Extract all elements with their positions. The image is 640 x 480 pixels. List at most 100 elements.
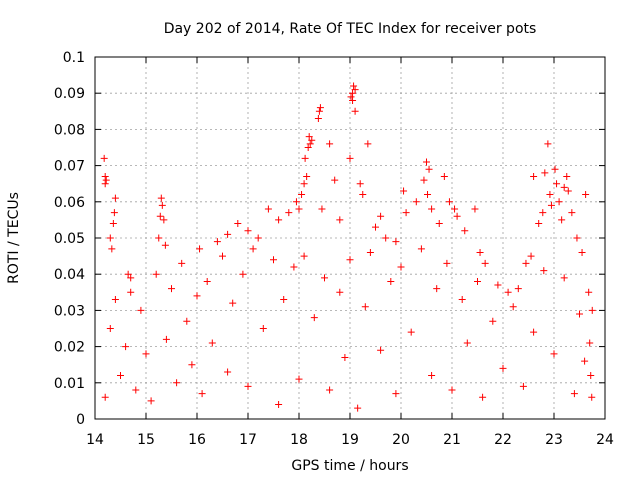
y-tick-label: 0.07 xyxy=(54,159,85,175)
data-point xyxy=(244,227,252,235)
data-point xyxy=(558,216,566,224)
data-point xyxy=(295,375,303,383)
data-point xyxy=(124,270,132,278)
data-point xyxy=(161,241,169,249)
data-point xyxy=(573,234,581,242)
data-point xyxy=(326,140,334,148)
x-tick-label: 23 xyxy=(545,432,563,448)
data-point xyxy=(527,252,535,260)
data-point xyxy=(522,259,530,267)
data-point xyxy=(541,169,549,177)
x-tick-label: 17 xyxy=(239,432,257,448)
data-point xyxy=(295,205,303,213)
data-point xyxy=(402,209,410,217)
data-point xyxy=(445,198,453,206)
data-point xyxy=(397,263,405,271)
data-point xyxy=(316,104,324,112)
data-point xyxy=(158,201,166,209)
data-point xyxy=(423,158,430,166)
data-point xyxy=(198,390,206,398)
data-point xyxy=(275,216,283,224)
data-point xyxy=(122,343,130,351)
data-point xyxy=(550,350,558,358)
data-point xyxy=(471,205,479,213)
data-point xyxy=(101,393,109,401)
data-point xyxy=(101,180,109,188)
data-point xyxy=(448,386,456,394)
data-point xyxy=(372,223,379,231)
data-point xyxy=(108,245,116,253)
data-point xyxy=(224,368,232,376)
data-point xyxy=(208,339,216,347)
data-point xyxy=(349,96,357,104)
data-point xyxy=(424,191,432,199)
data-point xyxy=(539,209,547,217)
data-point xyxy=(109,220,117,228)
data-point xyxy=(544,140,552,148)
data-point xyxy=(259,325,267,332)
data-point xyxy=(359,191,367,199)
data-point xyxy=(563,172,571,180)
data-point xyxy=(106,234,114,242)
data-point xyxy=(326,386,334,394)
data-point xyxy=(582,191,590,199)
data-point xyxy=(576,310,583,318)
data-point xyxy=(351,86,359,94)
data-point xyxy=(193,292,201,300)
data-point xyxy=(588,306,596,314)
y-tick-label: 0.04 xyxy=(54,267,85,283)
data-point xyxy=(382,234,390,242)
data-point xyxy=(111,194,119,202)
data-point xyxy=(451,205,459,213)
data-point xyxy=(285,209,293,217)
y-tick-label: 0.08 xyxy=(54,122,85,138)
y-tick-label: 0.01 xyxy=(54,376,85,392)
data-point xyxy=(428,372,436,380)
data-point xyxy=(270,256,277,264)
data-point xyxy=(300,252,308,260)
data-point xyxy=(463,339,471,347)
data-point xyxy=(547,201,555,209)
x-tick-label: 21 xyxy=(443,432,461,448)
data-point xyxy=(346,154,354,162)
y-tick-label: 0.1 xyxy=(63,50,85,66)
data-point xyxy=(308,136,316,144)
data-point xyxy=(407,328,415,336)
data-point xyxy=(443,259,451,267)
data-point xyxy=(453,212,461,220)
data-point xyxy=(420,176,428,184)
data-point xyxy=(127,274,135,282)
data-point xyxy=(489,317,497,325)
x-axis-label: GPS time / hours xyxy=(291,458,408,474)
y-tick-label: 0.05 xyxy=(54,231,85,247)
data-point xyxy=(546,191,554,199)
data-point xyxy=(560,183,568,191)
data-point xyxy=(239,270,247,278)
data-point xyxy=(110,209,118,217)
data-point xyxy=(298,191,306,199)
data-point xyxy=(336,216,344,224)
data-point xyxy=(280,296,288,304)
data-point xyxy=(301,154,309,162)
y-tick-label: 0 xyxy=(76,412,85,428)
x-tick-label: 24 xyxy=(596,432,614,448)
data-point xyxy=(290,263,298,271)
data-point xyxy=(102,176,110,184)
data-point xyxy=(530,172,538,180)
data-point xyxy=(458,296,466,304)
data-point xyxy=(234,220,242,228)
data-point xyxy=(519,382,527,390)
data-point xyxy=(377,212,385,220)
x-tick-label: 19 xyxy=(341,432,359,448)
data-point xyxy=(156,212,164,220)
data-point xyxy=(412,198,420,206)
data-point xyxy=(155,234,163,242)
data-point xyxy=(106,325,114,332)
data-point xyxy=(292,198,300,206)
data-point xyxy=(162,335,170,343)
data-point xyxy=(481,259,489,267)
data-point xyxy=(254,234,262,242)
data-point xyxy=(196,245,204,253)
data-point xyxy=(504,288,512,296)
data-point xyxy=(387,277,395,285)
